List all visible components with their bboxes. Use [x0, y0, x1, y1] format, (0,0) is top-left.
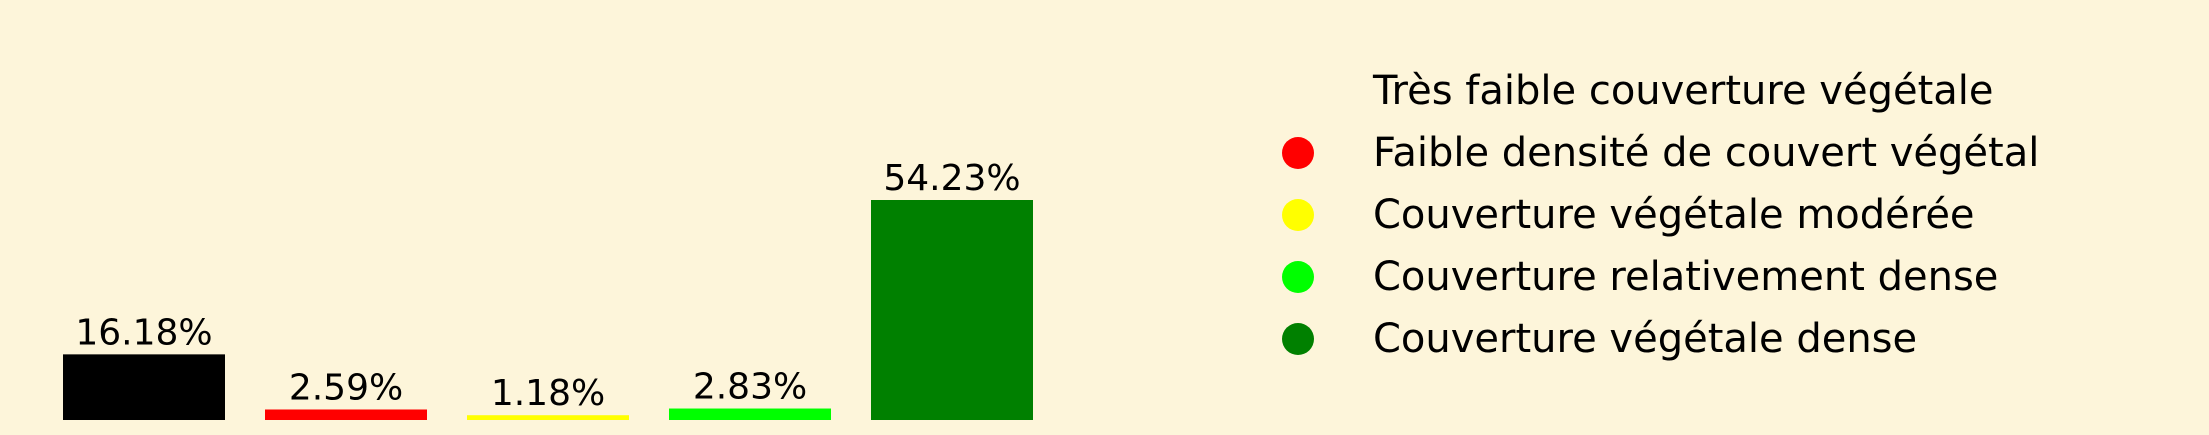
bars-group [63, 200, 1033, 420]
legend-marker [1282, 261, 1314, 293]
legend-label: Couverture relativement dense [1373, 254, 1999, 300]
legend-label: Couverture végétale modérée [1373, 192, 1975, 238]
legend-marker [1282, 323, 1314, 355]
legend-marker [1282, 199, 1314, 231]
bar-value-label: 2.59% [289, 367, 403, 408]
legend-marker [1282, 75, 1314, 107]
bar-value-label: 1.18% [491, 373, 605, 414]
value-labels-group: 16.18% 2.59% 1.18% 2.83% 54.23% [75, 158, 1020, 414]
legend-marker [1282, 137, 1314, 169]
legend-label: Très faible couverture végétale [1373, 68, 1994, 114]
bar [669, 408, 831, 420]
legend-label: Faible densité de couvert végétal [1373, 130, 2040, 176]
bar-value-label: 54.23% [883, 158, 1020, 199]
bar [871, 200, 1033, 420]
bar [467, 415, 629, 420]
legend-label: Couverture végétale dense [1373, 316, 1918, 362]
bar [265, 409, 427, 420]
bar [63, 354, 225, 420]
bar-value-label: 2.83% [693, 367, 807, 408]
bar-value-label: 16.18% [75, 312, 212, 353]
